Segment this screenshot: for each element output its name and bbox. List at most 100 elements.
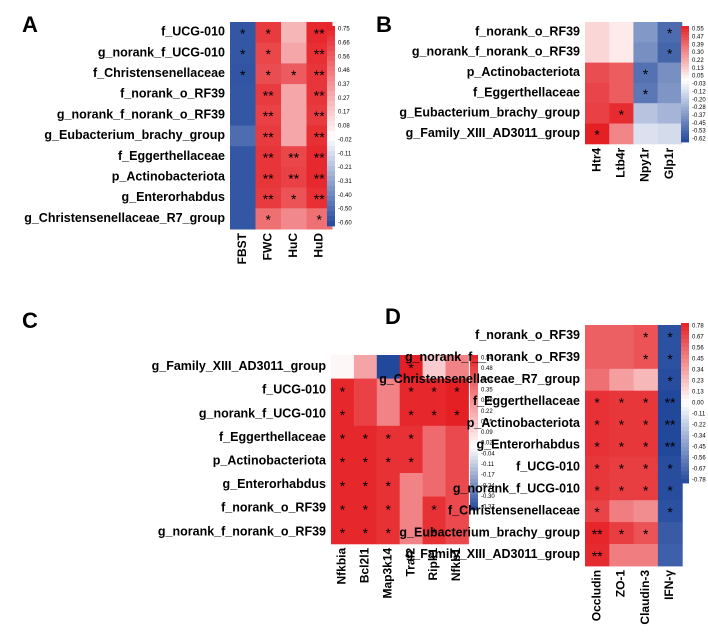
- significance-mark: *: [643, 351, 649, 367]
- colorbar-segment: [681, 92, 689, 96]
- significance-mark: *: [363, 501, 369, 517]
- panel-letter: D: [385, 304, 401, 329]
- heatmap-cell: [230, 22, 256, 44]
- significance-mark: *: [431, 525, 437, 541]
- significance-mark: *: [240, 46, 246, 62]
- heatmap-cell: [633, 500, 659, 523]
- significance-mark: *: [291, 191, 297, 207]
- significance-mark: *: [454, 407, 460, 423]
- colorbar-segment: [327, 186, 335, 192]
- column-label: Nfkb1: [449, 547, 463, 581]
- heatmap-cell: [376, 496, 401, 521]
- column-label: Traf2: [403, 547, 417, 576]
- column-label: Bcl2l1: [358, 547, 372, 583]
- colorbar-segment: [681, 435, 689, 440]
- colorbar-tick-label: 0.75: [338, 27, 350, 33]
- colorbar-tick-label: -0.30: [481, 494, 495, 500]
- column-label: Glp1r: [662, 147, 676, 179]
- colorbar-segment: [681, 37, 689, 41]
- colorbar-segment: [681, 124, 689, 128]
- colorbar-segment: [327, 121, 335, 127]
- heatmap-cell: [445, 473, 469, 498]
- row-label: p_Actinobacteriota: [213, 453, 327, 467]
- heatmap-cell: [633, 42, 659, 64]
- significance-mark: *: [643, 482, 649, 498]
- heatmap-cell: [399, 473, 424, 498]
- colorbar-segment: [327, 101, 335, 107]
- colorbar-segment: [681, 66, 689, 70]
- column-label: FWC: [260, 233, 274, 261]
- heatmap-cell: [609, 42, 634, 64]
- colorbar-segment: [681, 447, 689, 452]
- significance-mark: *: [619, 526, 625, 542]
- significance-mark: **: [263, 108, 274, 124]
- row-label: g_Enterorhabdus: [223, 477, 327, 491]
- heatmap-cell: [422, 473, 446, 498]
- colorbar-segment: [681, 463, 689, 468]
- significance-mark: *: [667, 460, 673, 476]
- heatmap-cell: [230, 104, 256, 126]
- significance-mark: **: [665, 417, 676, 433]
- heatmap-cell: [585, 368, 610, 392]
- column-label: Claudin-3: [638, 570, 652, 625]
- colorbar-tick-label: 0.17: [338, 110, 350, 116]
- significance-mark: *: [408, 360, 414, 376]
- row-label: g_Eubacterium_brachy_group: [44, 128, 225, 142]
- row-label: f_Eggerthellaceae: [473, 394, 580, 408]
- colorbar-segment: [681, 423, 689, 428]
- significance-mark: *: [667, 351, 673, 367]
- heatmap-cell: [633, 434, 659, 457]
- row-label: g_Family_XIII_AD3011_group: [406, 547, 581, 561]
- colorbar-tick-label: -0.34: [692, 434, 706, 440]
- significance-mark: *: [386, 478, 392, 494]
- colorbar-segment: [327, 71, 335, 77]
- significance-mark: *: [594, 460, 600, 476]
- colorbar-segment: [327, 151, 335, 157]
- significance-mark: **: [314, 191, 325, 207]
- heatmap-cell: [306, 166, 333, 189]
- column-label: IFN-γ: [662, 570, 676, 600]
- heatmap-cell: [609, 522, 635, 545]
- colorbar-tick-label: 0.56: [338, 54, 350, 60]
- colorbar-segment: [681, 479, 689, 484]
- heatmap-cell: [585, 412, 610, 435]
- heatmap-cell: [657, 62, 683, 84]
- colorbar-segment: [470, 444, 478, 449]
- colorbar-tick-label: -0.28: [692, 105, 706, 111]
- colorbar-segment: [327, 206, 335, 212]
- significance-mark: **: [288, 170, 299, 186]
- colorbar-segment: [470, 397, 478, 402]
- heatmap-cell: [633, 103, 659, 124]
- colorbar-tick-label: -0.17: [481, 473, 495, 479]
- colorbar-tick-label: -0.20: [692, 97, 706, 103]
- colorbar-segment: [681, 43, 689, 47]
- colorbar-segment: [681, 475, 689, 480]
- row-label: f_norank_o_RF39: [475, 24, 580, 38]
- significance-mark: *: [266, 46, 272, 62]
- significance-mark: *: [431, 383, 437, 399]
- colorbar-segment: [681, 355, 689, 360]
- heatmap-cell: [281, 104, 307, 126]
- colorbar-segment: [327, 116, 335, 122]
- significance-mark: *: [667, 373, 673, 389]
- significance-mark: *: [240, 67, 246, 83]
- column-label: HuD: [311, 233, 325, 258]
- colorbar-segment: [470, 502, 478, 507]
- heatmap-cell: [331, 520, 355, 545]
- colorbar-segment: [681, 363, 689, 368]
- heatmap-cell: [255, 63, 282, 85]
- colorbar-tick-label: 0.37: [338, 82, 350, 88]
- colorbar-segment: [470, 355, 478, 360]
- row-label: g_Christensenellaceae_R7_group: [379, 372, 580, 386]
- heatmap-cell: [609, 103, 634, 124]
- column-label: ZO-1: [614, 570, 628, 598]
- heatmap-cell: [609, 325, 635, 348]
- colorbar-segment: [681, 415, 689, 420]
- colorbar-tick-label: -0.22: [692, 423, 706, 429]
- heatmap-cell: [353, 425, 378, 450]
- heatmap-cell: [585, 103, 610, 124]
- heatmap-cell: [633, 544, 659, 567]
- row-label: f_Eggerthellaceae: [473, 85, 580, 99]
- colorbar-segment: [681, 46, 689, 50]
- significance-mark: *: [619, 438, 625, 454]
